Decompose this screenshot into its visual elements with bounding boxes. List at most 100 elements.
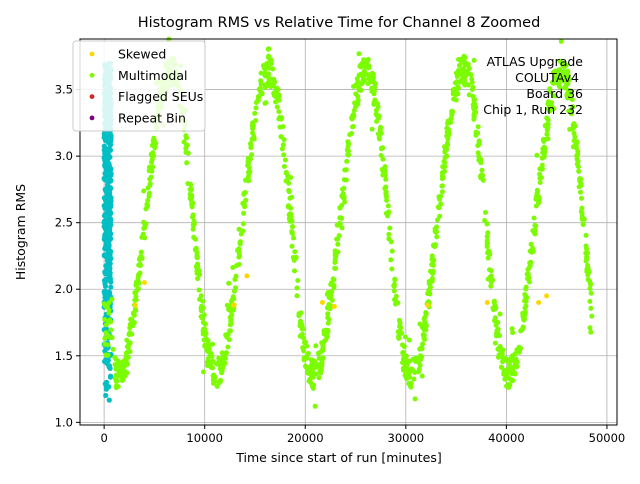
data-point-cyan <box>103 276 109 282</box>
data-point-multimodal <box>204 359 210 365</box>
data-point-multimodal <box>325 311 331 317</box>
data-point-multimodal <box>439 183 445 189</box>
data-point-cyan <box>101 143 107 149</box>
y-tick-label: 1.0 <box>55 415 73 429</box>
data-point-multimodal <box>309 367 315 373</box>
data-point-multimodal <box>331 277 337 283</box>
data-point-multimodal <box>200 298 206 304</box>
data-point-multimodal <box>403 373 409 379</box>
x-axis-label: Time since start of run [minutes] <box>235 450 441 465</box>
data-point-cyan <box>107 141 113 147</box>
data-point-multimodal <box>379 166 385 172</box>
data-point-multimodal <box>412 396 418 402</box>
data-point-multimodal <box>358 87 364 93</box>
data-point-cyan <box>102 271 108 277</box>
data-point-multimodal <box>276 92 282 98</box>
data-point-cyan <box>105 296 111 302</box>
data-point-multimodal <box>300 345 306 351</box>
data-point-multimodal <box>202 321 208 327</box>
data-point-multimodal <box>396 317 402 323</box>
data-point-multimodal <box>195 255 200 260</box>
y-tick-label: 3.5 <box>55 83 73 97</box>
data-point-multimodal <box>334 222 340 228</box>
data-point-multimodal <box>116 368 122 373</box>
data-point-multimodal <box>196 268 202 274</box>
data-point-multimodal <box>408 384 414 390</box>
data-point-multimodal <box>516 344 522 350</box>
data-point-multimodal <box>310 374 316 380</box>
data-point-multimodal <box>446 120 452 126</box>
data-point-multimodal <box>273 90 279 96</box>
data-point-multimodal <box>223 332 229 338</box>
data-point-multimodal <box>321 331 327 337</box>
data-point-multimodal <box>346 148 351 154</box>
data-point-multimodal <box>316 375 322 381</box>
legend-label: Skewed <box>118 47 166 62</box>
data-point-cyan <box>102 283 109 289</box>
data-point-multimodal <box>219 350 225 356</box>
data-point-multimodal <box>146 193 152 199</box>
data-point-multimodal <box>104 353 110 358</box>
data-point-multimodal <box>278 116 284 122</box>
data-point-multimodal <box>576 184 582 190</box>
data-point-multimodal <box>449 110 455 116</box>
data-point-multimodal <box>279 146 285 152</box>
data-point-multimodal <box>471 57 477 63</box>
data-point-multimodal <box>562 85 567 91</box>
annotation-line: Chip 1, Run 232 <box>483 102 583 117</box>
data-point-multimodal <box>253 118 259 123</box>
data-point-multimodal <box>308 380 314 386</box>
data-point-multimodal <box>480 173 486 178</box>
data-point-multimodal <box>276 109 282 115</box>
data-point-multimodal <box>542 123 548 128</box>
data-point-multimodal <box>183 146 189 151</box>
data-point-multimodal <box>417 321 423 327</box>
data-point-multimodal <box>547 89 553 95</box>
data-point-multimodal <box>521 317 527 323</box>
data-point-multimodal <box>587 325 593 331</box>
data-point-multimodal <box>483 210 488 215</box>
data-point-multimodal <box>253 105 259 111</box>
data-point-multimodal <box>495 346 501 352</box>
data-point-multimodal <box>198 308 204 314</box>
data-point-multimodal <box>356 51 362 57</box>
data-point-multimodal <box>499 365 505 371</box>
data-point-multimodal <box>250 126 256 132</box>
data-point-multimodal <box>236 254 242 260</box>
legend-label: Flagged SEUs <box>118 89 203 104</box>
data-point-multimodal <box>346 141 352 147</box>
data-point-multimodal <box>552 68 558 74</box>
data-point-multimodal <box>369 126 375 132</box>
data-point-multimodal <box>233 273 239 279</box>
data-point-cyan <box>102 157 108 163</box>
data-point-multimodal <box>421 332 427 338</box>
data-point-multimodal <box>386 231 392 237</box>
data-point-multimodal <box>238 231 244 237</box>
data-point-multimodal <box>451 96 457 102</box>
data-point-multimodal <box>459 67 465 72</box>
data-point-multimodal <box>558 38 564 44</box>
data-point-multimodal <box>274 104 280 110</box>
y-axis-label: Histogram RMS <box>13 184 28 280</box>
data-point-multimodal <box>187 187 193 192</box>
data-point-multimodal <box>323 337 329 343</box>
data-point-multimodal <box>183 135 189 141</box>
data-point-multimodal <box>454 74 460 79</box>
data-point-multimodal <box>432 228 438 234</box>
data-point-multimodal <box>248 142 254 148</box>
data-point-multimodal <box>367 72 372 78</box>
data-point-multimodal <box>145 203 151 209</box>
data-point-multimodal <box>366 76 372 82</box>
data-point-multimodal <box>335 249 341 255</box>
data-point-multimodal <box>252 110 258 116</box>
data-point-multimodal <box>138 249 144 255</box>
data-point-multimodal <box>135 276 141 281</box>
data-point-multimodal <box>576 168 582 174</box>
data-point-multimodal <box>149 168 155 174</box>
data-point-multimodal <box>427 291 433 297</box>
data-point-multimodal <box>362 64 368 70</box>
data-point-multimodal <box>434 234 440 240</box>
data-point-multimodal <box>534 187 540 193</box>
data-point-multimodal <box>506 385 511 390</box>
data-point-cyan <box>103 164 109 170</box>
